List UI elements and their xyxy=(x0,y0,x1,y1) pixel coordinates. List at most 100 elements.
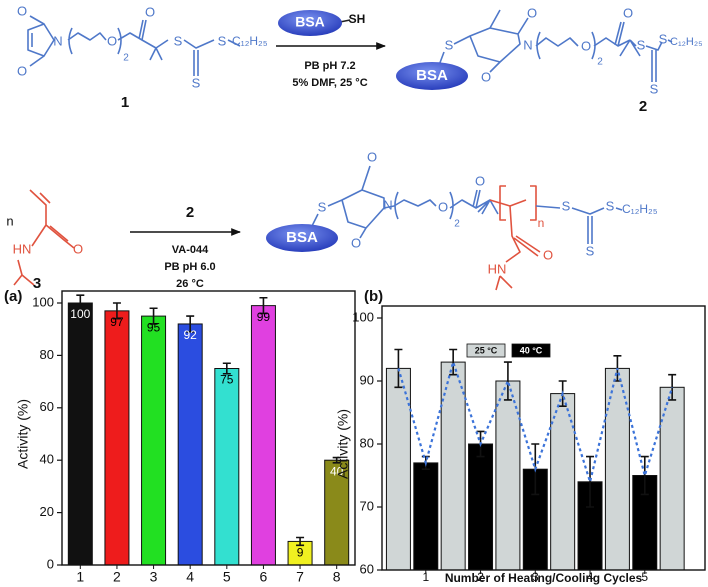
bsa-protein xyxy=(278,10,342,36)
scheme-bonds xyxy=(13,9,673,291)
x-tick-label: 2 xyxy=(113,569,121,585)
value-label: 40 xyxy=(330,464,344,478)
legend-swatch xyxy=(466,343,506,358)
bond xyxy=(311,165,499,239)
scheme-label: 2 xyxy=(639,98,647,115)
scheme-label: C₁₂H₂₅ xyxy=(670,36,703,48)
scheme-label: HN xyxy=(13,241,32,256)
scheme-label: BSA xyxy=(286,229,318,246)
bar xyxy=(324,459,350,566)
scheme-label: O xyxy=(145,4,155,19)
x-tick-label: 7 xyxy=(296,569,304,585)
x-tick-label: 4 xyxy=(186,569,194,585)
scheme-label: O xyxy=(543,247,553,262)
scheme-label: 2 xyxy=(123,53,129,64)
scheme-label: O xyxy=(107,33,117,48)
scheme-label: N xyxy=(383,197,392,212)
scheme-label: O xyxy=(581,38,591,53)
x-tick-label: 6 xyxy=(260,569,268,585)
y-tick-label: 100 xyxy=(352,309,374,324)
scheme-label: O xyxy=(623,5,633,20)
y-tick-label: 70 xyxy=(360,498,374,513)
value-label: 92 xyxy=(184,328,198,342)
bsa-protein xyxy=(266,224,338,252)
error-bar xyxy=(259,296,268,315)
legend-swatch xyxy=(511,343,551,358)
scheme-label: O xyxy=(481,69,491,84)
error-bar xyxy=(449,348,458,376)
scheme-label: S xyxy=(659,31,668,46)
scheme-label: S xyxy=(318,199,327,214)
scheme-label: C₁₂H₂₅ xyxy=(622,202,658,216)
scheme-label: 3 xyxy=(33,275,41,292)
y-tick-label: 90 xyxy=(360,372,374,387)
bond xyxy=(437,9,673,82)
error-bar xyxy=(222,362,231,375)
scheme-label: N xyxy=(523,37,532,52)
y-tick-label: 80 xyxy=(40,347,54,362)
error-bar xyxy=(503,361,512,401)
scheme-label: BSA xyxy=(416,67,448,84)
y-tick-label: 100 xyxy=(32,294,54,309)
x-tick-label: 8 xyxy=(333,569,341,585)
scheme-label: n xyxy=(6,213,13,228)
scheme-label: 2 xyxy=(186,204,194,221)
scheme-label: PB pH 7.2 xyxy=(304,60,355,72)
scheme-label: S xyxy=(445,37,454,52)
scheme-label: O xyxy=(351,235,361,250)
scheme-label: S xyxy=(650,81,659,96)
error-bar xyxy=(186,315,195,333)
plot-frame xyxy=(61,290,356,566)
scheme-label: HN xyxy=(488,261,507,276)
bar xyxy=(104,310,130,566)
scheme-label: n xyxy=(538,216,545,230)
scheme-label: O xyxy=(17,63,27,78)
y-tick-label: 20 xyxy=(40,504,54,519)
scheme-label: BSA xyxy=(295,14,325,30)
scheme-label: C₁₂H₂₅ xyxy=(232,34,268,48)
x-tick-label: 5 xyxy=(223,569,231,585)
x-tick-label: 2 xyxy=(477,570,484,584)
bar xyxy=(468,443,494,571)
bar xyxy=(495,380,521,571)
bar xyxy=(177,323,203,566)
scheme-label: N xyxy=(53,33,62,48)
x-tick-label: 3 xyxy=(532,570,539,584)
y-tick-label: 60 xyxy=(360,561,374,576)
scheme-label: S xyxy=(192,75,201,90)
bond xyxy=(67,19,241,76)
x-tick-label: 1 xyxy=(422,570,429,584)
scheme-label: VA-044 xyxy=(172,244,209,256)
y-axis-label: Activity (%) xyxy=(15,399,31,469)
scheme-label: O xyxy=(438,199,448,214)
scheme-label: 2 xyxy=(454,219,460,230)
charts: (a)Activity (%)0204060801001001972953924… xyxy=(4,288,706,585)
bar xyxy=(214,368,240,566)
error-bar xyxy=(76,294,85,312)
bar xyxy=(250,305,276,566)
scheme-label: S xyxy=(562,198,571,213)
plot-frame xyxy=(381,305,706,571)
value-label: 95 xyxy=(147,320,161,334)
error-bar xyxy=(640,455,649,496)
value-label: 75 xyxy=(220,373,234,387)
bar xyxy=(141,315,167,566)
bar xyxy=(440,361,466,571)
scheme-label: O xyxy=(73,241,83,256)
scheme-label: 2 xyxy=(597,57,603,68)
error-bar xyxy=(668,373,677,401)
bond xyxy=(489,185,541,291)
scheme-label: S xyxy=(586,243,595,258)
bond xyxy=(29,15,45,25)
y-tick-label: 0 xyxy=(47,556,54,571)
y-tick-label: 80 xyxy=(360,435,374,450)
x-tick-label: 3 xyxy=(150,569,158,585)
bar xyxy=(659,386,685,571)
scheme-label: O xyxy=(367,149,377,164)
panel-label: (b) xyxy=(364,288,383,305)
scheme-label: S xyxy=(637,37,646,52)
legend-label: 25 °C xyxy=(475,345,498,355)
x-tick-label: 1 xyxy=(76,569,84,585)
value-label: 100 xyxy=(70,307,90,321)
